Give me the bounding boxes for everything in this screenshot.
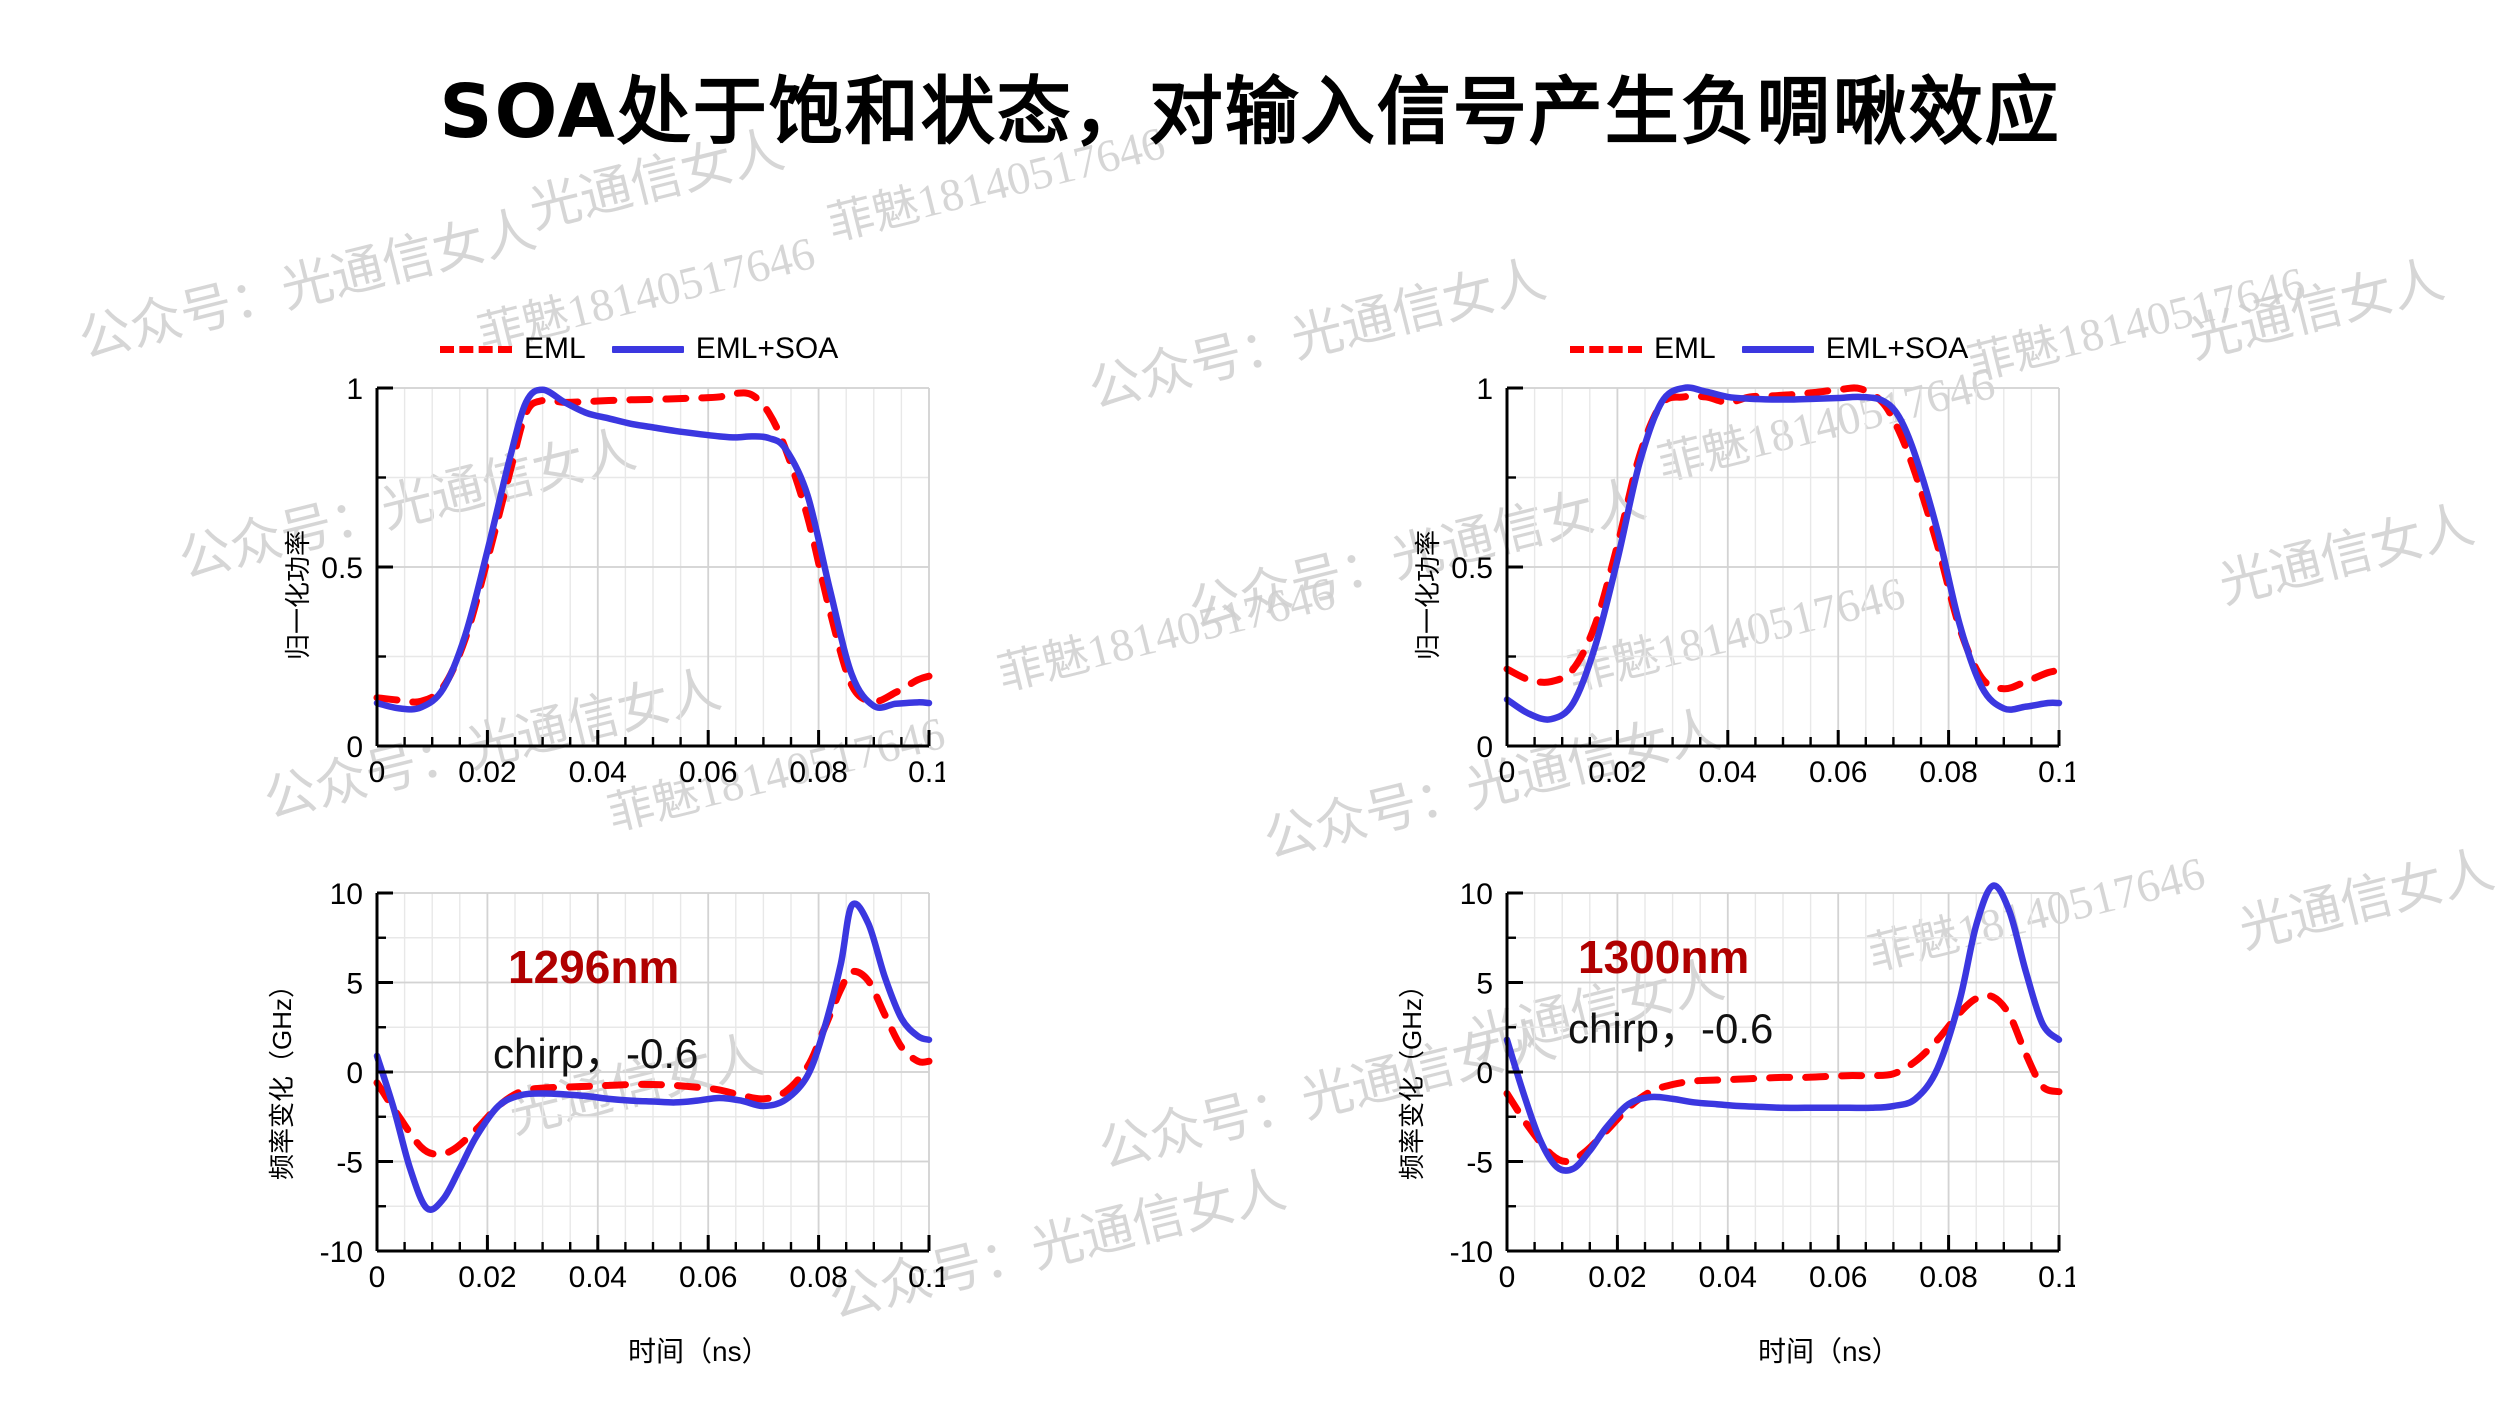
x-tick-label: 0.1 (908, 1261, 945, 1294)
axis-label-y-power-right: 归一化功率 (1413, 529, 1443, 660)
legend-dash-swatch-icon (440, 345, 512, 353)
y-tick-label: 0 (1476, 1057, 1493, 1090)
y-tick-label: 0 (346, 1057, 363, 1090)
x-tick-label: 0.1 (2038, 1261, 2075, 1294)
legend-label-eml-soa: EML+SOA (695, 332, 839, 365)
chart-tick-labels: 0 0.02 0.04 0.06 0.08 0.1 -10 -5 0 5 10 (1450, 878, 2075, 1294)
y-tick-label: 1 (346, 373, 363, 406)
x-tick-label: 0 (369, 1261, 386, 1294)
axis-label-y-chirp-right: 频率变化（GHz） (1397, 971, 1427, 1180)
x-tick-label: 0.06 (1809, 756, 1867, 789)
x-tick-label: 0.02 (1588, 1261, 1646, 1294)
chart-svg-bottom-right: 0 0.02 0.04 0.06 0.08 0.1 -10 -5 0 5 10 (1450, 878, 2075, 1294)
x-tick-label: 0.1 (2038, 756, 2075, 789)
axis-label-x-time-right: 时间（ns） (1758, 1336, 1900, 1367)
watermark-text: 光通信女人 (2213, 496, 2480, 615)
annotation-chirp-left: chirp，-0.6 (493, 1030, 699, 1077)
chart-axes (375, 891, 931, 1253)
series-eml-soa (1503, 882, 2063, 1174)
legend-label-eml: EML (524, 332, 586, 365)
y-tick-label: -5 (1466, 1147, 1493, 1180)
annotation-wavelength-right: 1300nm (1578, 931, 1750, 983)
legend-entry-eml-right: EML (1570, 332, 1716, 366)
x-tick-label: 0.06 (679, 756, 737, 789)
x-tick-label: 0.08 (789, 1261, 847, 1294)
chart-svg-top-right: 0 0.02 0.04 0.06 0.08 0.1 0 0.5 1 (1451, 373, 2075, 789)
x-tick-label: 0.04 (1699, 756, 1757, 789)
x-tick-label: 0 (369, 756, 386, 789)
watermark-text: 光通信女人 (2183, 251, 2450, 370)
x-tick-label: 0.02 (458, 756, 516, 789)
x-tick-label: 0.04 (569, 1261, 627, 1294)
legend-label-eml-right: EML (1654, 332, 1716, 365)
watermark-text: 光通信女人 (2233, 841, 2500, 960)
x-tick-label: 0 (1499, 1261, 1516, 1294)
chart-tick-labels: 0 0.02 0.04 0.06 0.08 0.1 0 0.5 1 (321, 373, 945, 789)
chart-axes (375, 386, 931, 748)
x-tick-label: 0.06 (1809, 1261, 1867, 1294)
x-tick-label: 0.08 (1919, 1261, 1977, 1294)
x-tick-label: 0.02 (1588, 756, 1646, 789)
y-tick-label: -5 (336, 1147, 363, 1180)
legend-dash-swatch-icon (1570, 345, 1642, 353)
chart-top-right-power: 0 0.02 0.04 0.06 0.08 0.1 0 0.5 1 (1435, 370, 2075, 800)
y-tick-label: 0 (346, 731, 363, 764)
y-tick-label: 1 (1476, 373, 1493, 406)
y-tick-label: 5 (346, 968, 363, 1001)
y-tick-label: 10 (1460, 878, 1493, 911)
legend-entry-eml-soa: EML+SOA (611, 332, 839, 366)
legend-top-left: EML EML+SOA (440, 332, 838, 366)
series-eml-soa (1503, 384, 2063, 723)
axis-label-y-chirp-left: 频率变化（GHz） (267, 971, 297, 1180)
x-tick-label: 0.04 (1699, 1261, 1757, 1294)
x-tick-label: 0.08 (789, 756, 847, 789)
legend-label-eml-soa-right: EML+SOA (1825, 332, 1969, 365)
y-tick-label: 0 (1476, 731, 1493, 764)
series-eml-soa (373, 386, 933, 713)
x-tick-label: 0.1 (908, 756, 945, 789)
annotation-wavelength-left: 1296nm (508, 941, 680, 993)
chart-bottom-left-chirp: 0 0.02 0.04 0.06 0.08 0.1 -10 -5 0 5 10 (305, 875, 945, 1305)
legend-entry-eml: EML (440, 332, 586, 366)
chart-gridlines (376, 387, 930, 747)
page-title: SOA处于饱和状态，对输入信号产生负啁啾效应 (439, 69, 2061, 155)
chart-tick-labels: 0 0.02 0.04 0.06 0.08 0.1 -10 -5 0 5 10 (320, 878, 945, 1294)
y-tick-label: 10 (330, 878, 363, 911)
x-tick-label: 0.08 (1919, 756, 1977, 789)
chart-svg-bottom-left: 0 0.02 0.04 0.06 0.08 0.1 -10 -5 0 5 10 (320, 878, 945, 1294)
x-tick-label: 0 (1499, 756, 1516, 789)
y-tick-label: 5 (1476, 968, 1493, 1001)
x-tick-label: 0.02 (458, 1261, 516, 1294)
chart-gridlines (1506, 387, 2060, 747)
chart-bottom-right-chirp: 0 0.02 0.04 0.06 0.08 0.1 -10 -5 0 5 10 (1435, 875, 2075, 1305)
y-tick-label: 0.5 (321, 552, 363, 585)
legend-solid-swatch-icon (1741, 345, 1814, 353)
chart-axes (1505, 891, 2061, 1253)
y-tick-label: -10 (320, 1236, 363, 1269)
x-tick-label: 0.04 (569, 756, 627, 789)
legend-entry-eml-soa-right: EML+SOA (1741, 332, 1969, 366)
x-tick-label: 0.06 (679, 1261, 737, 1294)
axis-label-y-power-left: 归一化功率 (283, 529, 313, 660)
chart-svg-top-left: 0 0.02 0.04 0.06 0.08 0.1 0 0.5 1 (321, 373, 945, 789)
legend-solid-swatch-icon (611, 345, 684, 353)
series-eml (1503, 384, 2063, 693)
axis-label-x-time-left: 时间（ns） (628, 1336, 770, 1367)
series-eml-soa (373, 900, 933, 1213)
y-tick-label: 0.5 (1451, 552, 1493, 585)
y-tick-label: -10 (1450, 1236, 1493, 1269)
chart-axes (1505, 386, 2061, 748)
legend-top-right: EML EML+SOA (1570, 332, 1968, 366)
chart-top-left-power: 0 0.02 0.04 0.06 0.08 0.1 0 0.5 1 (305, 370, 945, 800)
chart-tick-labels: 0 0.02 0.04 0.06 0.08 0.1 0 0.5 1 (1451, 373, 2075, 789)
annotation-chirp-right: chirp，-0.6 (1568, 1005, 1774, 1052)
series-eml (373, 967, 933, 1158)
watermark-text: 菲魅18140517646 (992, 567, 1340, 701)
